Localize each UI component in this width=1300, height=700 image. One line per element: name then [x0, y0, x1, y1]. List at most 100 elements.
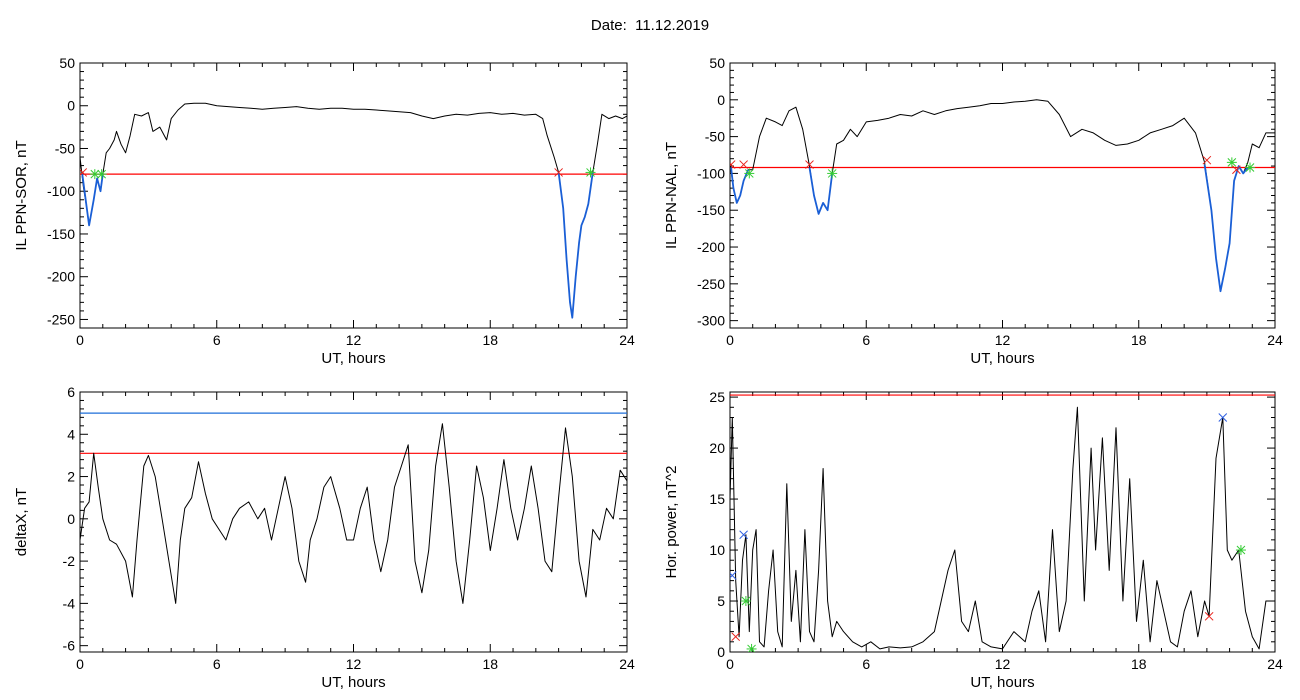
x-tick-label: 6 [213, 332, 221, 348]
plot-area [730, 99, 1275, 293]
x-tick-label: 12 [346, 332, 362, 348]
chart-bottom-right: 0 6 12 18 24 0 5 10 15 20 25 UT, hours Hor. power, n… [663, 389, 1283, 691]
marker-red [730, 160, 736, 169]
x-axis-label: UT, hours [970, 674, 1034, 691]
marker-green [1235, 545, 1246, 556]
marker-green [1226, 157, 1237, 168]
highlight-segment [81, 173, 104, 227]
plot-frame [729, 62, 1276, 329]
marker-green [1245, 162, 1256, 173]
y-axis-label: IL PPN-NAL, nT [663, 142, 680, 249]
y-tick-label: -100 [47, 183, 75, 199]
marker-blue [730, 571, 737, 580]
date-value: 11.12.2019 [635, 17, 710, 34]
y-tick-label: -250 [697, 276, 725, 292]
plot-area [730, 394, 1275, 652]
marker-green [585, 167, 596, 178]
marker-red [1204, 611, 1214, 621]
x-axis-label: UT, hours [321, 674, 385, 691]
y-tick-label: -2 [63, 553, 76, 569]
y-tick-label: -50 [55, 140, 75, 156]
marker-green [746, 643, 757, 652]
plot-frame [79, 62, 628, 329]
x-tick-label: 18 [1131, 656, 1147, 672]
plot-frame [729, 391, 1276, 653]
series-line [80, 423, 627, 604]
x-axis-label: UT, hours [321, 350, 385, 367]
y-tick-label: -4 [63, 595, 76, 611]
y-tick-label: 0 [717, 92, 725, 108]
x-tick-label: 24 [1267, 656, 1283, 672]
x-tick-label: 12 [346, 656, 362, 672]
y-tick-label: 6 [67, 384, 75, 400]
y-tick-label: 25 [709, 389, 725, 405]
y-tick-label: 2 [67, 469, 75, 485]
highlight-segment [1203, 164, 1249, 293]
highlight-segment [730, 167, 750, 204]
plot-area [80, 412, 627, 604]
y-tick-label: -50 [705, 129, 725, 145]
x-tick-label: 6 [862, 656, 870, 672]
y-tick-label: -150 [697, 202, 725, 218]
highlight-segment [557, 172, 594, 319]
plot-area [80, 102, 627, 319]
y-tick-label: -6 [63, 638, 76, 654]
x-tick-label: 0 [726, 332, 734, 348]
marker-green [827, 168, 838, 179]
x-tick-label: 18 [482, 656, 498, 672]
y-axis-label: deltaX, nT [13, 488, 30, 556]
marker-red [1232, 165, 1241, 175]
x-axis-label: UT, hours [970, 350, 1034, 367]
marker-blue [739, 530, 748, 540]
x-tick-label: 12 [995, 332, 1011, 348]
y-tick-label: -100 [697, 165, 725, 181]
y-tick-label: 15 [709, 491, 725, 507]
chart-top-right: 0 6 12 18 24 50 0 -50 -100 -150 -200 -250 -300 UT, ho… [663, 55, 1283, 367]
marker-red [731, 632, 741, 642]
y-tick-label: 0 [67, 98, 75, 114]
date-title: Date: 11.12.2019 [0, 17, 1300, 34]
chart-top-left: 0 6 12 18 24 50 0 -50 -100 -150 -200 -250 UT, hours I… [13, 55, 635, 367]
series-line [80, 102, 627, 319]
marker-green [96, 169, 107, 180]
series-line [730, 99, 1275, 292]
y-tick-label: 50 [709, 55, 725, 71]
highlight-segment [808, 167, 834, 215]
x-tick-label: 24 [1267, 332, 1283, 348]
x-tick-label: 18 [482, 332, 498, 348]
x-tick-label: 24 [619, 332, 635, 348]
x-tick-label: 0 [726, 656, 734, 672]
y-tick-label: 10 [709, 542, 725, 558]
plot-frame [79, 391, 628, 653]
y-tick-label: 50 [59, 55, 75, 71]
x-tick-label: 18 [1131, 332, 1147, 348]
marker-red [554, 168, 563, 177]
x-tick-label: 0 [76, 332, 84, 348]
y-tick-label: 4 [67, 426, 75, 442]
marker-red [805, 160, 814, 169]
marker-green [744, 168, 755, 179]
x-tick-label: 6 [862, 332, 870, 348]
date-label: Date: [590, 17, 627, 34]
y-tick-label: 0 [67, 511, 75, 527]
y-tick-label: -200 [47, 269, 75, 285]
series-line [730, 406, 1275, 650]
chart-bottom-left: 0 6 12 18 24 6 4 2 0 -2 -4 -6 UT, hours deltaX, nT [13, 384, 635, 691]
x-tick-label: 6 [213, 656, 221, 672]
marker-red [1202, 155, 1212, 165]
x-tick-label: 0 [76, 656, 84, 672]
marker-blue [1218, 413, 1228, 422]
y-tick-label: -200 [697, 239, 725, 255]
marker-red [80, 168, 88, 177]
y-tick-label: -250 [47, 311, 75, 327]
y-tick-label: 5 [717, 593, 725, 609]
y-tick-label: 20 [709, 440, 725, 456]
y-tick-label: 0 [717, 644, 725, 660]
marker-red [739, 160, 748, 169]
x-tick-label: 24 [619, 656, 635, 672]
y-axis-label: Hor. power, nT^2 [663, 466, 680, 579]
marker-green [740, 596, 751, 607]
y-axis-label: IL PPN-SOR, nT [13, 140, 30, 250]
y-tick-label: -300 [697, 313, 725, 329]
